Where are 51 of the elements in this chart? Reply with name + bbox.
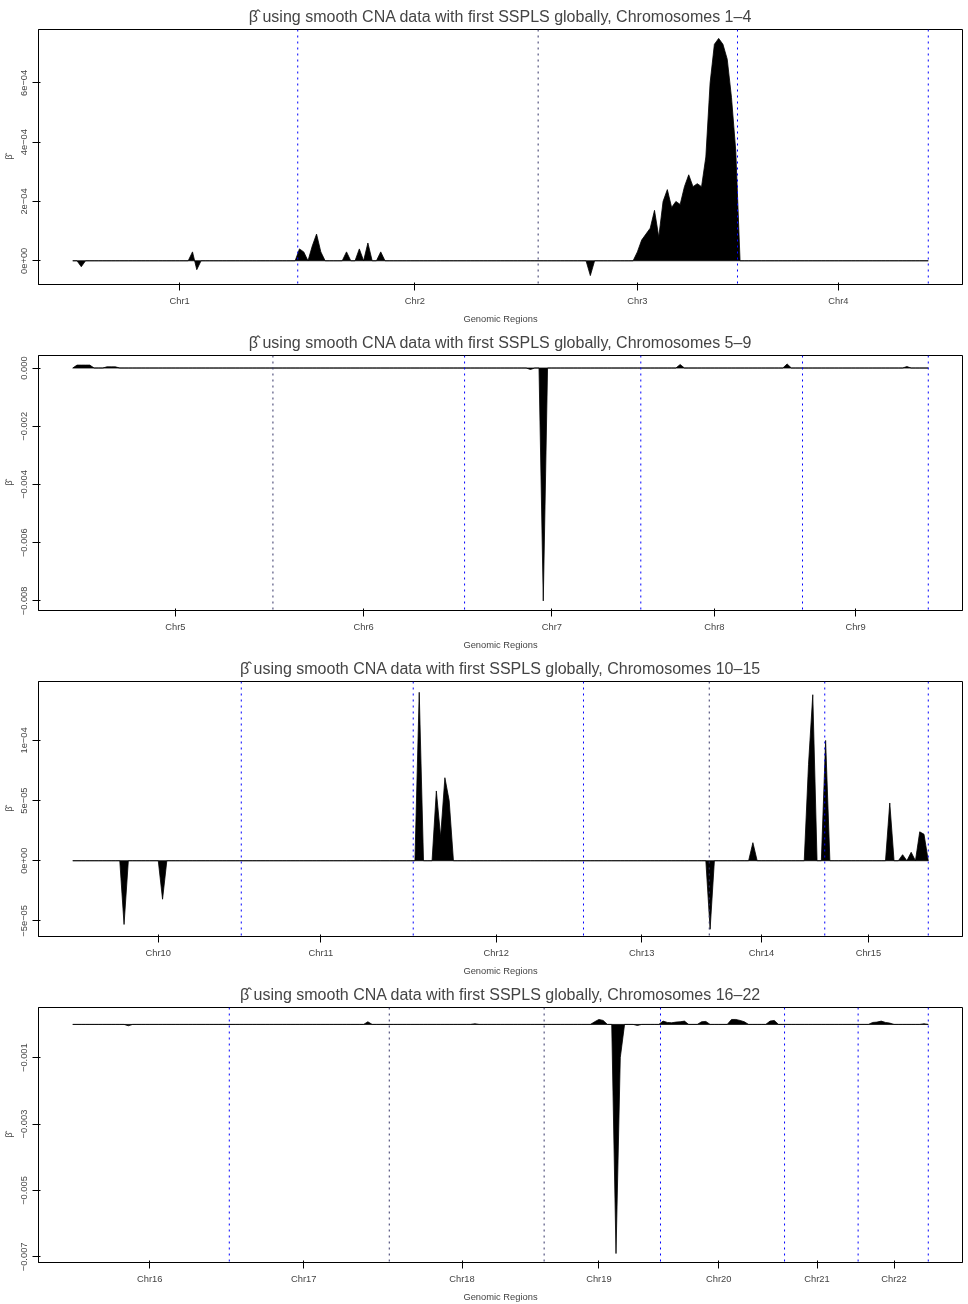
y-tick-label: −0.006 <box>19 528 30 558</box>
y-tick-label: −0.001 <box>19 1043 30 1073</box>
y-tick-label: −5e−05 <box>19 905 30 937</box>
y-axis-title: β̂ <box>3 152 14 160</box>
chart-title: β̂ using smooth CNA data with first SSPLS globally, Chromosomes 10–15 <box>239 659 761 677</box>
y-tick-label: 0e+00 <box>19 247 30 274</box>
y-tick-label: −0.008 <box>19 586 30 616</box>
x-tick-label: Chr4 <box>828 295 849 306</box>
x-tick-label: Chr3 <box>627 295 648 306</box>
x-tick-label: Chr5 <box>165 621 186 632</box>
x-tick-label: Chr8 <box>704 621 725 632</box>
y-tick-label: −0.004 <box>19 470 30 499</box>
x-tick-label: Chr14 <box>748 947 775 958</box>
y-tick-label: 4e−04 <box>19 129 30 156</box>
x-tick-label: Chr20 <box>705 1273 732 1284</box>
y-tick-label: −0.007 <box>19 1242 30 1272</box>
y-tick-label: −0.005 <box>19 1176 30 1205</box>
y-tick-label: 0e+00 <box>19 847 30 874</box>
x-tick-label: Chr12 <box>483 947 509 958</box>
x-tick-label: Chr15 <box>855 947 882 958</box>
y-tick-label: −0.002 <box>19 411 30 441</box>
x-tick-label: Chr11 <box>308 947 334 958</box>
x-tick-label: Chr1 <box>169 295 190 306</box>
x-axis-title: Genomic Regions <box>463 965 538 976</box>
chart-title: β̂ using smooth CNA data with first SSPLS globally, Chromosomes 1–4 <box>248 7 752 25</box>
y-tick-label: 1e−04 <box>19 727 30 754</box>
y-axis-title: β̂ <box>3 1130 14 1138</box>
x-tick-label: Chr9 <box>845 621 866 632</box>
chart-title: β̂ using smooth CNA data with first SSPLS globally, Chromosomes 5–9 <box>248 333 752 351</box>
x-tick-label: Chr22 <box>881 1273 907 1284</box>
x-tick-label: Chr21 <box>804 1273 830 1284</box>
y-tick-label: −0.003 <box>19 1109 30 1139</box>
x-axis-title: Genomic Regions <box>463 313 538 324</box>
y-tick-label: 0.000 <box>19 356 30 380</box>
x-tick-label: Chr7 <box>541 621 562 632</box>
x-tick-label: Chr16 <box>137 1273 163 1284</box>
y-axis-title: β̂ <box>3 478 14 486</box>
x-tick-label: Chr17 <box>291 1273 317 1284</box>
x-tick-label: Chr2 <box>404 295 426 306</box>
x-tick-label: Chr19 <box>586 1273 612 1284</box>
x-tick-label: Chr13 <box>628 947 655 958</box>
y-tick-label: 5e−05 <box>19 787 30 814</box>
y-tick-label: 2e−04 <box>19 188 30 215</box>
x-tick-label: Chr10 <box>145 947 171 958</box>
x-axis-title: Genomic Regions <box>463 639 538 650</box>
y-axis-title: β̂ <box>3 804 14 812</box>
x-tick-label: Chr18 <box>449 1273 475 1284</box>
x-tick-label: Chr6 <box>353 621 374 632</box>
x-axis-title: Genomic Regions <box>463 1291 538 1302</box>
chart-title: β̂ using smooth CNA data with first SSPLS globally, Chromosomes 16–22 <box>239 985 761 1003</box>
y-tick-label: 6e−04 <box>19 69 30 96</box>
